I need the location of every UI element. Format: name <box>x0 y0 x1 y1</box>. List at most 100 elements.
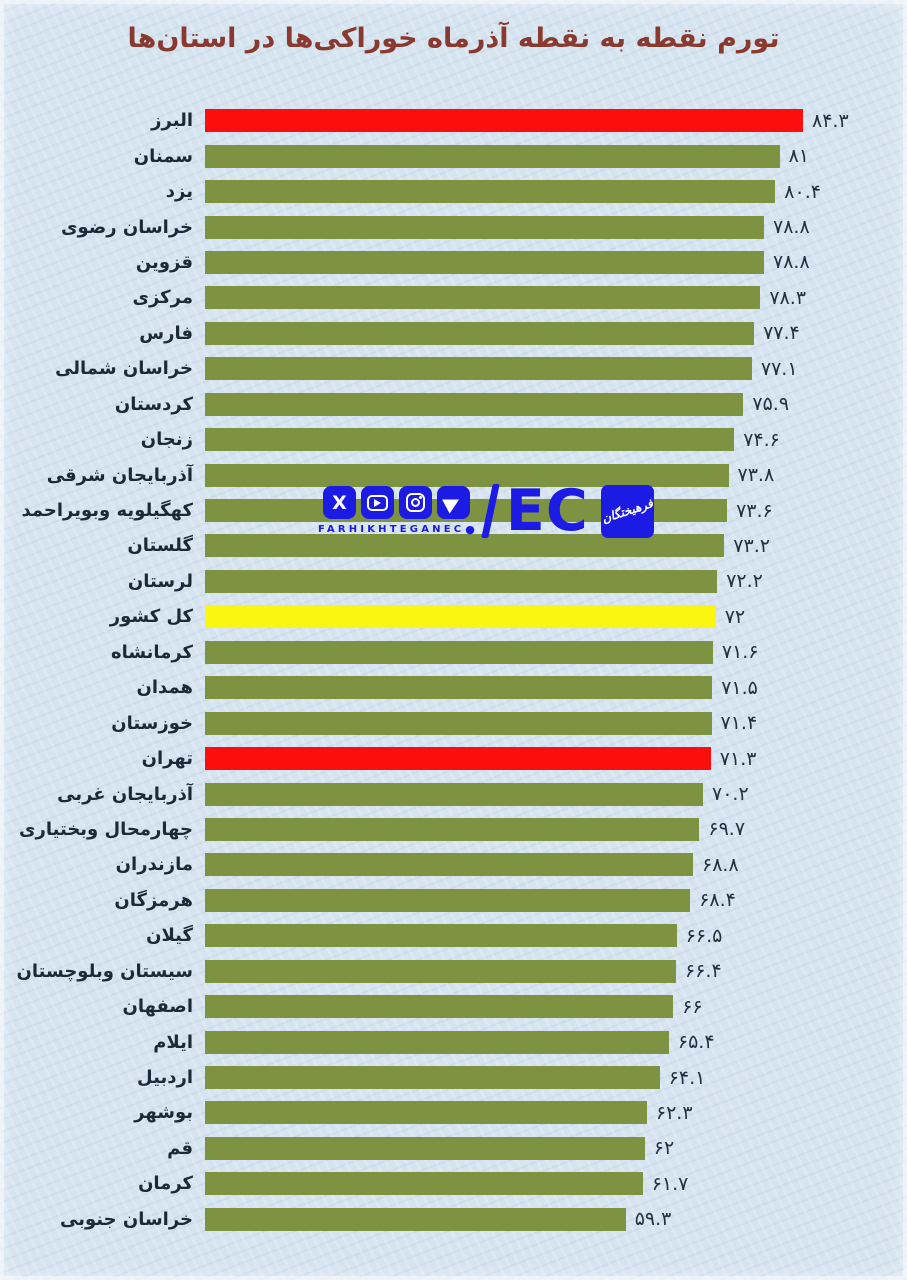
province-label: البرز <box>151 110 193 132</box>
bar-row: کل کشور ۷۲ <box>0 599 907 634</box>
bar-highlight <box>205 747 711 771</box>
bar-row: همدان ۷۱.۵ <box>0 670 907 705</box>
province-label: ایلام <box>153 1031 193 1053</box>
value-label: ۷۴.۶ <box>743 428 780 451</box>
province-label: کرمان <box>138 1173 193 1195</box>
bar-row: اصفهان ۶۶ <box>0 989 907 1024</box>
value-label: ۷۵.۹ <box>752 393 790 416</box>
bar-chart: البرز ۸۴.۳ سمنان ۸۱ یزد ۸۰.۴ خراسان رضوی ۷۸.۸ قز… <box>0 103 907 1237</box>
bar-row: قم ۶۲ <box>0 1131 907 1166</box>
bar-default <box>205 180 776 204</box>
value-label: ۷۱.۵ <box>721 676 758 699</box>
bar-default <box>205 286 761 310</box>
bar-default <box>205 321 755 345</box>
value-label: ۶۹.۷ <box>708 818 746 841</box>
value-label: ۷۱.۴ <box>720 712 758 735</box>
value-label: ۵۹.۳ <box>634 1208 672 1231</box>
value-label: ۶۶.۵ <box>685 924 723 947</box>
instagram-icon <box>398 486 432 519</box>
province-label: کردستان <box>114 393 193 415</box>
chart-title: تورم نقطه به نقطه آذرماه خوراکی‌ها در اس… <box>127 23 780 54</box>
bar-row: سمنان ۸۱ <box>0 138 907 173</box>
province-label: آذربایجان شرقی <box>46 464 193 486</box>
province-label: مازندران <box>115 854 193 876</box>
brand-logo-ec: EC <box>505 478 589 544</box>
province-label: کل کشور <box>109 606 193 628</box>
value-label: ۶۴.۱ <box>668 1066 706 1089</box>
bar-row: زنجان ۷۴.۶ <box>0 422 907 457</box>
bar-default <box>205 1066 660 1090</box>
bar-default <box>205 215 764 239</box>
bar-row: لرستان ۷۲.۲ <box>0 564 907 599</box>
value-label: ۶۸.۴ <box>699 889 736 912</box>
province-label: سیستان وبلوچستان <box>16 960 193 982</box>
bar-default <box>205 817 700 841</box>
bar-row: فارس ۷۷.۴ <box>0 316 907 351</box>
bar-default <box>205 392 744 416</box>
bar-row: ایلام ۶۵.۴ <box>0 1024 907 1059</box>
bar-row: اردبیل ۶۴.۱ <box>0 1060 907 1095</box>
bar-default <box>205 463 729 487</box>
bar-row: هرمزگان ۶۸.۴ <box>0 883 907 918</box>
x-icon: X <box>322 486 356 519</box>
province-label: گیلان <box>146 925 193 947</box>
value-label: ۶۲ <box>653 1137 675 1160</box>
province-label: مرکزی <box>132 287 193 309</box>
bar-row: کرمانشاه ۷۱.۶ <box>0 635 907 670</box>
province-label: خراسان شمالی <box>55 358 193 380</box>
province-label: لرستان <box>127 570 193 592</box>
value-label: ۷۸.۳ <box>769 286 807 309</box>
value-label: ۷۳.۶ <box>736 499 773 522</box>
province-label: یزد <box>165 181 193 203</box>
value-label: ۷۲.۲ <box>726 570 763 593</box>
bar-default <box>205 1101 647 1125</box>
bar-default <box>205 676 713 700</box>
bar-default <box>205 428 735 452</box>
divider-slash <box>481 484 500 538</box>
value-label: ۶۵.۴ <box>677 1031 715 1054</box>
bar-row: سیستان وبلوچستان ۶۶.۴ <box>0 954 907 989</box>
bar-row: خوزستان ۷۱.۴ <box>0 705 907 740</box>
bar-row: قزوین ۷۸.۸ <box>0 245 907 280</box>
value-label: ۶۶.۴ <box>685 960 722 983</box>
bar-row: مرکزی ۷۸.۳ <box>0 280 907 315</box>
province-label: قم <box>167 1137 193 1159</box>
bar-default <box>205 782 703 806</box>
bar-row: آذربایجان غربی ۷۰.۲ <box>0 776 907 811</box>
value-label: ۷۷.۱ <box>760 357 798 380</box>
paper-plane <box>442 491 463 514</box>
bar-default <box>205 250 764 274</box>
value-label: ۷۰.۲ <box>712 783 749 806</box>
bar-default <box>205 569 718 593</box>
social-icons: X <box>322 486 470 519</box>
bar-row: خراسان جنوبی ۵۹.۳ <box>0 1202 907 1237</box>
value-label: ۷۸.۸ <box>773 216 810 239</box>
province-label: زنجان <box>140 429 193 451</box>
bar-row: البرز ۸۴.۳ <box>0 103 907 138</box>
bar-row: مازندران ۶۸.۸ <box>0 847 907 882</box>
bar-default <box>205 995 674 1019</box>
bar-default <box>205 640 713 664</box>
bar-default <box>205 144 780 168</box>
bar-row: یزد ۸۰.۴ <box>0 174 907 209</box>
bar-default <box>205 888 691 912</box>
bar-row: کردستان ۷۵.۹ <box>0 387 907 422</box>
brand-watermark: X FARHIKHTEGANEC ● EC فرهیختگان <box>318 479 654 543</box>
x-glyph: X <box>332 491 347 514</box>
province-label: قزوین <box>135 251 193 273</box>
handle-dot: ● <box>465 523 475 536</box>
telegram-icon <box>436 486 470 519</box>
bar-default <box>205 924 677 948</box>
bar-default <box>205 711 712 735</box>
value-label: ۷۲ <box>724 605 746 628</box>
province-label: خراسان جنوبی <box>59 1208 193 1230</box>
value-label: ۶۲.۳ <box>655 1101 693 1124</box>
farhikhtegan-calligraphy: فرهیختگان <box>600 496 654 526</box>
value-label: ۶۶ <box>682 995 703 1018</box>
province-label: کهگیلویه وبویراحمد <box>21 500 193 522</box>
bar-row: بوشهر ۶۲.۳ <box>0 1095 907 1130</box>
province-label: خراسان رضوی <box>61 216 193 238</box>
bar-default <box>205 1207 626 1231</box>
social-block: X FARHIKHTEGANEC ● <box>318 486 475 536</box>
bar-row: خراسان شمالی ۷۷.۱ <box>0 351 907 386</box>
